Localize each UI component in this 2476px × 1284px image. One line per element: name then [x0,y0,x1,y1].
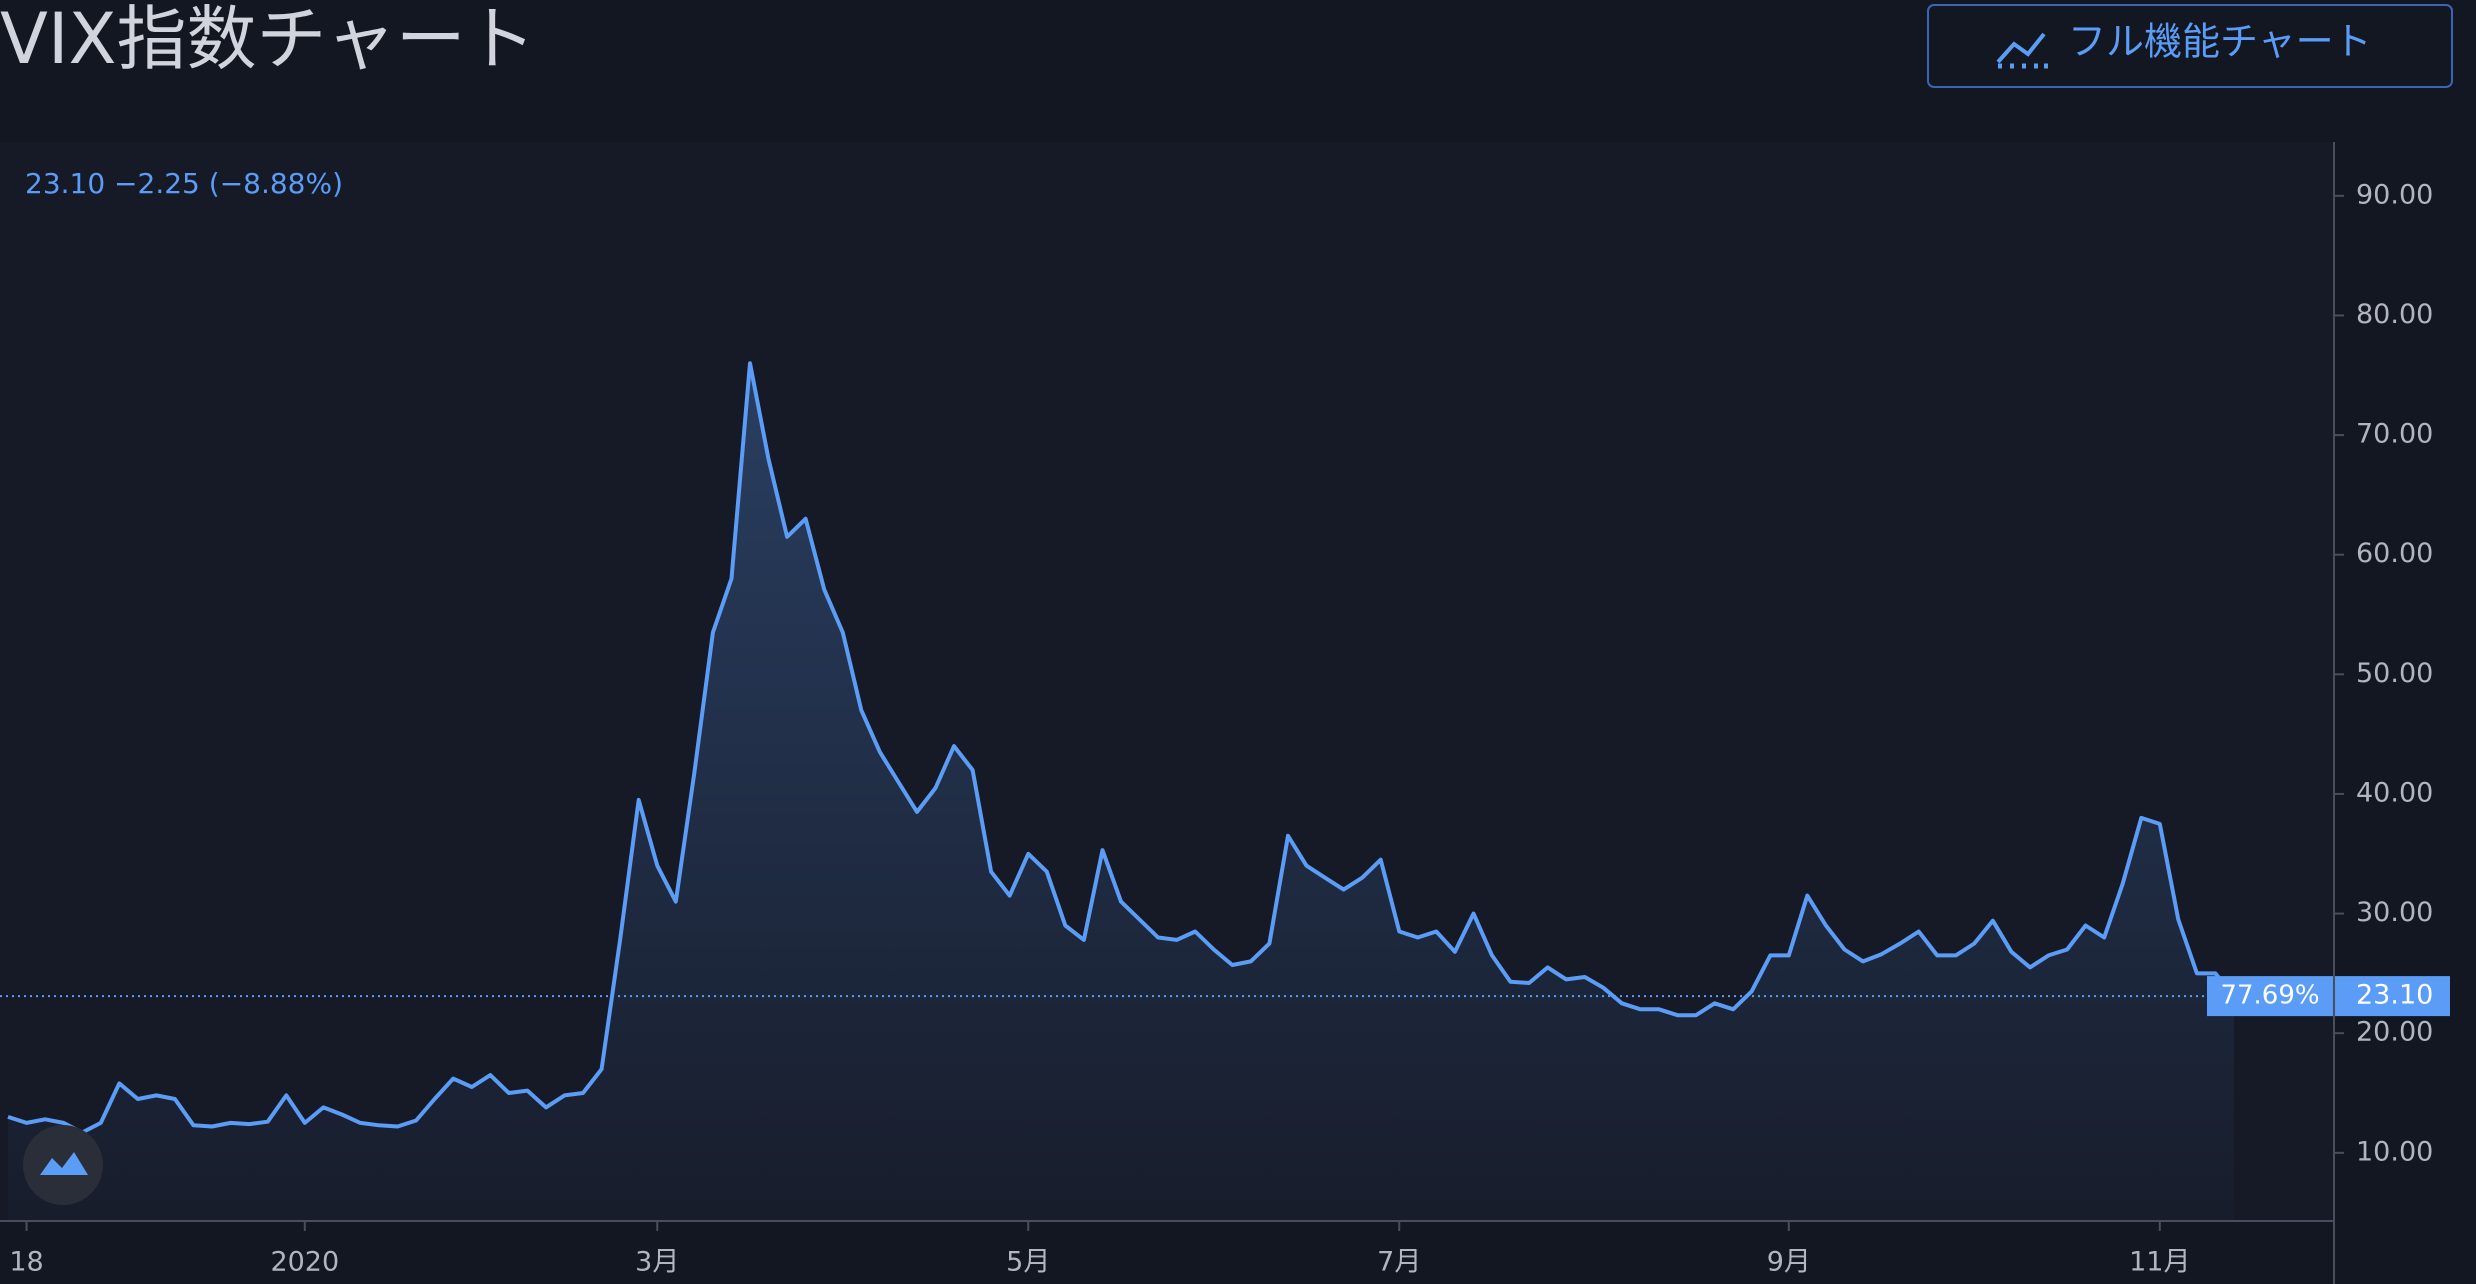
logo-mark [40,1152,88,1175]
x-tick-label: 2020 [270,1247,339,1278]
y-tick-label: 50.00 [2356,658,2433,689]
x-tick-label: 18 [9,1247,43,1278]
area [8,363,2234,1221]
y-tick-label: 20.00 [2356,1017,2433,1048]
y-tick-label: 60.00 [2356,538,2433,569]
button-label[interactable]: フル機能チャート [2068,20,2372,64]
chart-title: VIX指数チャート [0,0,536,80]
y-tick-label: 10.00 [2356,1136,2433,1167]
percent-label: 77.69% [2220,981,2319,1011]
percent-badge [2207,976,2334,1017]
y-tick-label: 40.00 [2356,777,2433,808]
button-frame[interactable] [1927,4,2453,88]
line [7,361,2236,1135]
y-tick-label: 70.00 [2356,419,2433,450]
y-tick-label: 30.00 [2356,897,2433,928]
y-tick-label: 80.00 [2356,299,2433,330]
plot: 10.00 20.00 30.00 40.00 50.00 60.00 70.00 80.00… [0,179,2450,1278]
x-tick-label: 3月 [635,1247,679,1278]
logo [23,1125,103,1205]
x-tick-label: 11月 [2129,1247,2190,1278]
button-icon [1996,32,2046,64]
full-chart-button[interactable]: フル機能チャート [1927,4,2453,88]
price-badge [2334,976,2450,1017]
x-tick-label: 9月 [1767,1247,1811,1278]
x-tick-label: 7月 [1377,1247,1421,1278]
price-label: 23.10 [2356,980,2433,1011]
price-legend: 23.10 −2.25 (−8.88%) [25,167,343,200]
y-tick-label: 90.00 [2356,179,2433,210]
x-tick-label: 5月 [1006,1247,1050,1278]
